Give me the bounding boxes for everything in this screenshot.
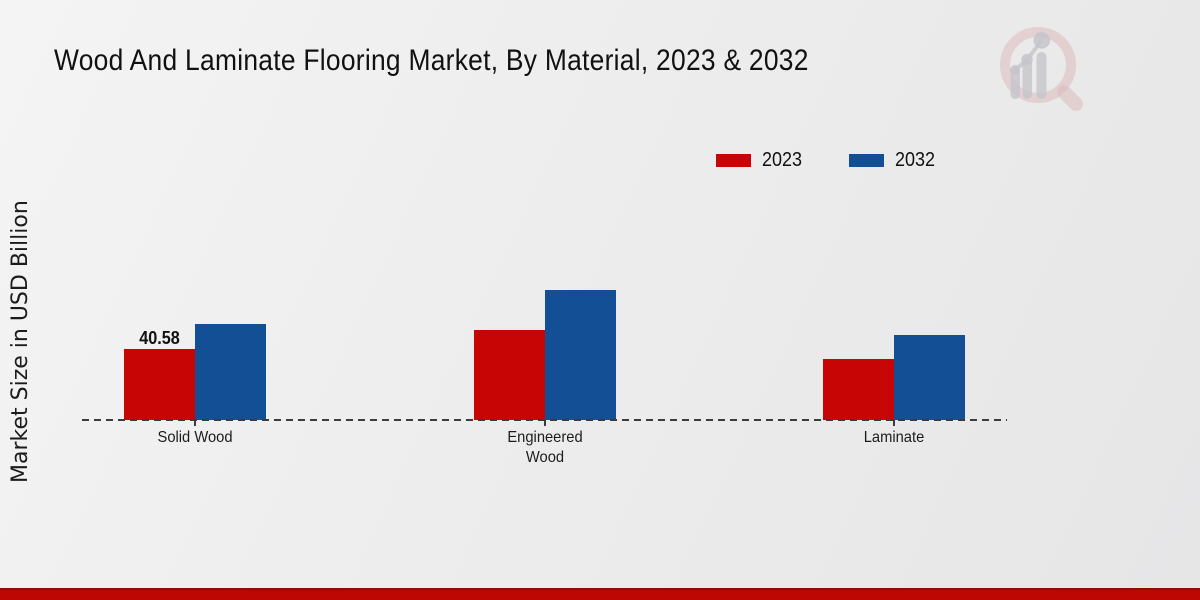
x-axis-tick — [544, 420, 546, 426]
legend-swatch-2023 — [716, 154, 751, 167]
x-axis-tick — [194, 420, 196, 426]
legend-label: 2032 — [894, 149, 935, 171]
magnifier-bar-chart-logo — [1000, 27, 1083, 111]
chart-title: Wood And Laminate Flooring Market, By Ma… — [54, 44, 809, 77]
legend: 2023 2032 — [716, 149, 939, 172]
magnifier-handle-icon — [1057, 85, 1083, 111]
category-label-engineered-wood: Engineered Wood — [507, 429, 583, 466]
logo-bar-icon — [1036, 52, 1047, 99]
logo-dot-icon — [1021, 53, 1033, 66]
category-label-solid-wood: Solid Wood — [157, 429, 233, 446]
bar-2032-solid-wood — [195, 324, 266, 420]
footer-accent-bar — [0, 588, 1200, 600]
logo-bar-icon — [1010, 67, 1020, 99]
legend-item-2023: 2023 — [716, 149, 807, 172]
bar-2032-engineered-wood — [545, 290, 616, 420]
bar-2023-engineered-wood — [474, 330, 545, 420]
bar-2023-laminate — [823, 359, 894, 420]
legend-item-2032: 2032 — [848, 149, 940, 172]
bar-2023-solid-wood — [124, 349, 195, 420]
legend-label: 2023 — [762, 149, 803, 171]
value-label-2023-solid-wood: 40.58 — [139, 328, 180, 348]
x-axis-tick — [893, 420, 895, 426]
category-label-laminate: Laminate — [863, 429, 925, 446]
bar-2032-laminate — [894, 335, 965, 420]
logo-dot-icon — [1010, 65, 1020, 75]
x-axis-baseline — [82, 419, 1007, 421]
logo-bar-icon — [1022, 59, 1032, 99]
legend-swatch-2032 — [848, 154, 884, 167]
magnifier-ring-icon — [1000, 27, 1076, 103]
logo-dot-icon — [1033, 32, 1050, 49]
